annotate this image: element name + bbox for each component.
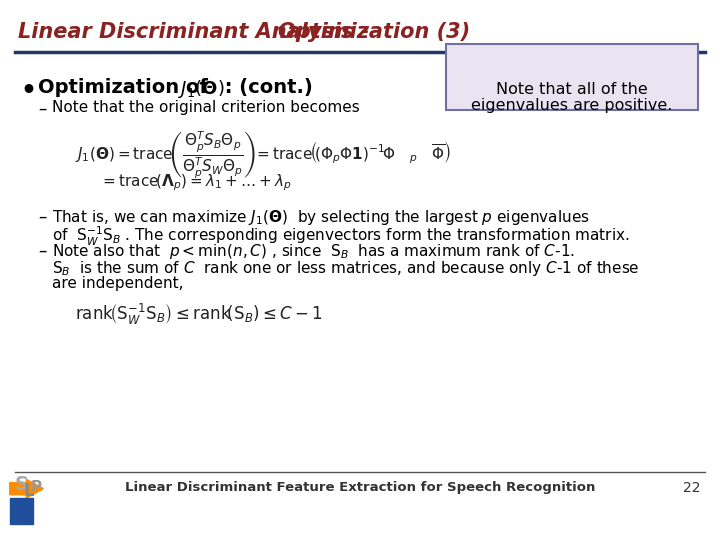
FancyArrow shape	[10, 480, 43, 498]
FancyBboxPatch shape	[446, 44, 698, 110]
Text: $= \mathrm{trace}\!\left(\mathbf{\Lambda}_p\right) = \lambda_1 + \ldots + \lambd: $= \mathrm{trace}\!\left(\mathbf{\Lambda…	[100, 172, 292, 193]
Text: P: P	[30, 480, 42, 495]
Text: Linear Discriminant Analysis -: Linear Discriminant Analysis -	[18, 22, 377, 42]
Text: Note that the original criterion becomes: Note that the original criterion becomes	[52, 100, 360, 115]
Text: $J_1(\mathbf{\Theta})$: $J_1(\mathbf{\Theta})$	[178, 78, 225, 100]
Text: $\mathrm{S}_B$  is the sum of $C$  rank one or less matrices, and because only $: $\mathrm{S}_B$ is the sum of $C$ rank on…	[52, 259, 639, 278]
Text: : (cont.): : (cont.)	[218, 78, 312, 97]
Text: –: –	[38, 208, 46, 226]
Text: Optimization (3): Optimization (3)	[278, 22, 470, 42]
Text: –: –	[38, 242, 46, 260]
Text: •: •	[20, 79, 36, 103]
Text: Linear Discriminant Feature Extraction for Speech Recognition: Linear Discriminant Feature Extraction f…	[125, 482, 595, 495]
Text: Note also that  $p < \min(n, C)$ , since  $\mathrm{S}_B$  has a maximum rank of : Note also that $p < \min(n, C)$ , since …	[52, 242, 575, 261]
Text: eigenvalues are positive.: eigenvalues are positive.	[472, 98, 672, 113]
Bar	[10, 498, 33, 524]
Text: –: –	[38, 100, 46, 118]
Text: $\mathrm{rank}\!\left(\mathrm{S}_W^{-1}\mathrm{S}_B\right) \leq \mathrm{rank}\!\: $\mathrm{rank}\!\left(\mathrm{S}_W^{-1}\…	[75, 302, 323, 327]
Text: S: S	[14, 475, 29, 494]
Text: Optimization of: Optimization of	[38, 78, 215, 97]
Text: L: L	[23, 482, 34, 501]
Text: That is, we can maximize $J_1(\mathbf{\Theta})$  by selecting the largest $p$ ei: That is, we can maximize $J_1(\mathbf{\T…	[52, 208, 590, 227]
Text: are independent,: are independent,	[52, 276, 184, 291]
Text: Note that all of the: Note that all of the	[496, 82, 648, 97]
Text: of  $\mathrm{S}_W^{-1}\mathrm{S}_B$ . The corresponding eigenvectors form the tr: of $\mathrm{S}_W^{-1}\mathrm{S}_B$ . The…	[52, 225, 629, 248]
Text: 22: 22	[683, 481, 700, 495]
Text: $J_1(\mathbf{\Theta}) = \mathrm{trace}\!\left(\dfrac{\Theta_p^T S_B \Theta_p}{\T: $J_1(\mathbf{\Theta}) = \mathrm{trace}\!…	[75, 130, 451, 181]
